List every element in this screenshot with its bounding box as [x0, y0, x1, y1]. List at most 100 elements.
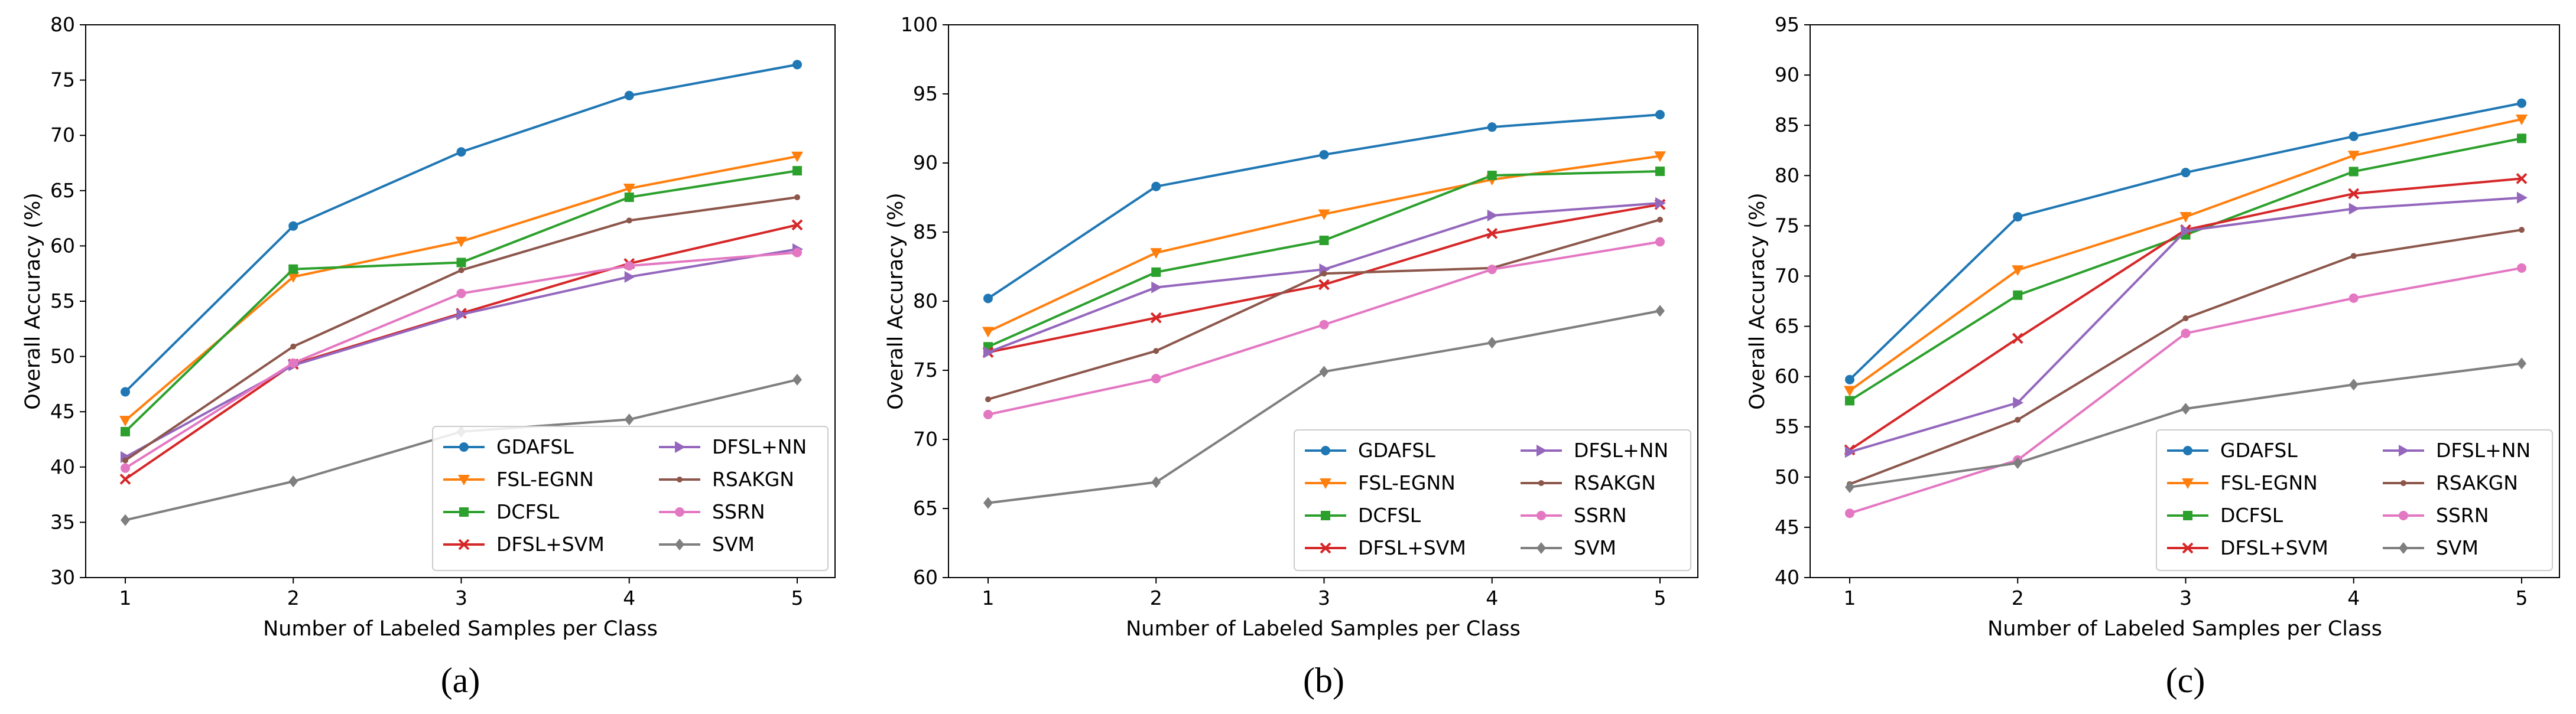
data-point [985, 396, 991, 403]
series-rsakgn [1847, 227, 2525, 487]
data-point [2348, 167, 2359, 177]
legend-marker [675, 539, 684, 550]
data-point [455, 236, 467, 247]
data-point [2516, 172, 2528, 184]
legend-marker [2183, 446, 2192, 455]
x-tick-label: 2 [287, 586, 300, 609]
x-tick-label: 1 [982, 586, 995, 609]
y-tick-label: 70 [1775, 264, 1799, 287]
data-point [2015, 416, 2021, 423]
y-tick-label: 90 [1775, 63, 1799, 86]
series-line [124, 63, 798, 393]
data-point [2517, 191, 2528, 204]
panel-caption: (a) [441, 661, 480, 700]
data-point [2012, 265, 2024, 276]
legend-marker [2399, 445, 2409, 457]
data-point [2181, 403, 2191, 415]
x-tick-label: 3 [2179, 586, 2192, 609]
legend-item: RSAKGN [2383, 471, 2518, 494]
legend-marker [677, 477, 683, 482]
y-tick-label: 75 [1775, 214, 1799, 237]
legend-item: DFSL+NN [659, 435, 807, 458]
legend-marker [675, 507, 684, 517]
legend-item: DCFSL [1305, 504, 1421, 527]
legend-marker [2182, 542, 2194, 554]
y-axis-label: Overall Accuracy (%) [1746, 193, 1769, 410]
y-tick-label: 50 [50, 345, 75, 368]
y-tick-label: 55 [1775, 415, 1799, 438]
series-ssrn [983, 237, 1665, 419]
y-tick-label: 85 [913, 220, 938, 243]
x-axis-label: Number of Labeled Samples per Class [1126, 617, 1521, 641]
legend-label: SVM [2436, 536, 2478, 559]
y-tick-label: 75 [50, 69, 75, 92]
data-point [2517, 133, 2526, 144]
y-tick-label: 45 [1775, 516, 1799, 539]
x-tick-label: 2 [1150, 586, 1162, 609]
legend-item: DFSL+NN [2383, 439, 2530, 462]
data-point [1151, 281, 1162, 294]
legend-item: DFSL+SVM [443, 533, 605, 556]
legend-label: DCFSL [1358, 504, 1421, 527]
legend-marker [1320, 478, 1331, 489]
legend-item: SVM [1521, 536, 1616, 559]
data-point [2350, 253, 2357, 259]
data-point [792, 373, 802, 386]
data-point [2348, 131, 2359, 141]
data-point [1655, 197, 1666, 209]
legend-label: SVM [1574, 536, 1616, 559]
y-tick-label: 60 [1775, 365, 1799, 388]
data-point [1655, 237, 1665, 247]
data-point [791, 219, 803, 231]
data-point [2517, 263, 2526, 273]
legend-marker [458, 475, 470, 485]
data-point [121, 387, 130, 397]
series-rsakgn [122, 194, 800, 464]
y-axis: 60 65 70 75 80 85 90 95 100 [901, 13, 948, 589]
x-tick-label: 1 [1844, 586, 1856, 609]
data-point [1319, 319, 1329, 330]
x-axis: 1 2 3 4 5 [1844, 578, 2528, 609]
legend-label: GDAFSL [1358, 439, 1435, 462]
series-gdafsl [1845, 98, 2526, 384]
legend-marker [1321, 511, 1330, 520]
series-fsl-egnn [982, 151, 1666, 338]
data-point [2012, 332, 2023, 344]
data-point [121, 463, 130, 473]
x-axis-label: Number of Labeled Samples per Class [1987, 617, 2382, 641]
legend-label: SSRN [1574, 504, 1627, 527]
data-point [1486, 227, 1498, 239]
y-tick-label: 70 [50, 123, 75, 146]
legend-item: SSRN [659, 500, 765, 523]
y-tick-label: 35 [50, 510, 75, 533]
legend-marker [675, 441, 686, 453]
series-dfsl-nn [1845, 191, 2528, 458]
legend-marker [2182, 478, 2194, 489]
legend-marker [459, 442, 469, 452]
series-gdafsl [983, 110, 1665, 304]
legend-item: RSAKGN [659, 468, 794, 491]
legend-marker [458, 539, 470, 550]
legend-marker [1320, 542, 1331, 554]
y-tick-label: 85 [1775, 113, 1799, 136]
y-tick-label: 65 [913, 497, 938, 520]
legend-label: SVM [712, 533, 755, 556]
data-point [1655, 167, 1665, 177]
data-point [119, 416, 131, 427]
panel-caption: (c) [2166, 661, 2205, 700]
data-point [2347, 151, 2360, 162]
legend-marker [1536, 445, 1547, 457]
data-point [1150, 248, 1162, 259]
data-point [290, 343, 297, 350]
legend: GDAFSL FSL-EGNN DCFSL DFSL+SVM DFSL+NN RSAKGN… [2156, 429, 2553, 571]
y-axis: 30 35 40 45 50 55 60 65 70 75 80 [50, 13, 86, 589]
data-point [1655, 305, 1665, 317]
data-point [2181, 224, 2192, 237]
legend-label: FSL-EGNN [1358, 471, 1456, 494]
series-fsl-egnn [1844, 114, 2528, 397]
y-tick-label: 75 [913, 358, 938, 382]
x-tick-label: 5 [2516, 586, 2528, 609]
legend-label: FSL-EGNN [496, 468, 594, 491]
